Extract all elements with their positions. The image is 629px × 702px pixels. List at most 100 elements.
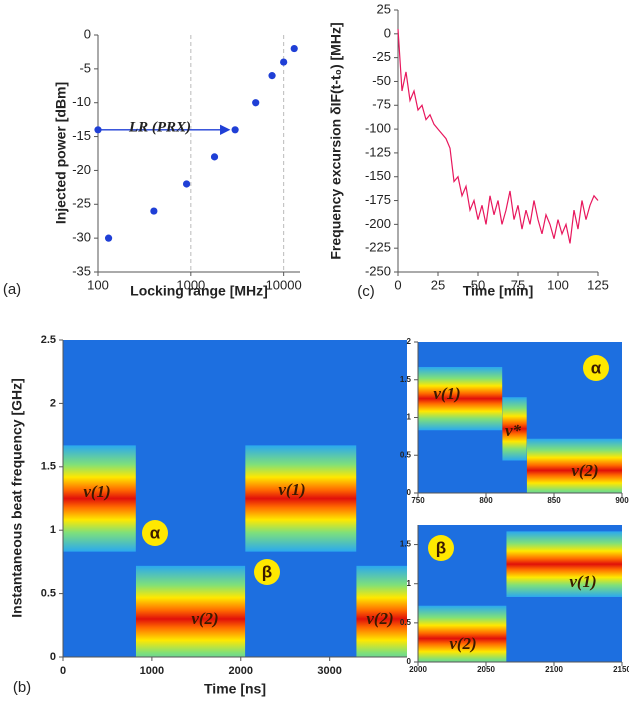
y-tick-label: -25	[72, 196, 91, 211]
spectral-band	[418, 606, 506, 672]
annotation: β	[262, 562, 272, 581]
y-tick-label: -50	[372, 73, 391, 88]
x-tick-label: 3000	[317, 665, 341, 677]
panel: 0 0.5 1 1.5 2 2.5 0 1000 2000 3000 Time [ns] Instan…	[9, 334, 407, 697]
line-series	[397, 29, 599, 244]
x-tick-label: 850	[547, 496, 561, 505]
annotation: ν(2)	[449, 634, 476, 653]
y-tick-label: 1	[407, 579, 412, 588]
y-tick-label: 1.5	[400, 375, 412, 384]
marker-badge	[254, 559, 280, 585]
data-point	[104, 234, 113, 242]
x-tick-label: 0	[60, 665, 66, 677]
annotation: α	[150, 523, 161, 542]
y-tick-label: -35	[72, 263, 91, 278]
spectral-band	[136, 566, 245, 673]
annotation: ν(2)	[366, 609, 393, 628]
y-tick-label: -20	[72, 162, 91, 177]
annotation: ν(2)	[191, 609, 218, 628]
x-tick-label: 10000	[266, 277, 302, 292]
marker-badge	[142, 520, 168, 546]
annotation: LR (PRX)	[128, 119, 191, 135]
spectral-band	[418, 367, 502, 430]
x-tick-label: 2050	[477, 665, 495, 674]
y-axis-label: Instantaneous beat frequency [GHz]	[9, 378, 25, 618]
y-tick-label: -15	[72, 128, 91, 143]
y-tick-label: -100	[365, 121, 391, 136]
x-tick-label: 50	[471, 277, 485, 292]
annotation: ν*	[505, 421, 522, 440]
marker-badge	[428, 535, 454, 561]
data-point	[182, 180, 191, 188]
annotation: β	[436, 538, 446, 557]
y-tick-label: 1.5	[41, 461, 56, 473]
spectral-band	[527, 439, 622, 502]
spectral-band	[356, 566, 407, 673]
data-point	[231, 126, 239, 134]
x-tick-label: 100	[547, 277, 569, 292]
y-tick-label: -75	[372, 97, 391, 112]
x-axis-label: Time [ns]	[204, 681, 266, 697]
y-tick-label: 0	[84, 26, 91, 41]
y-tick-label: -30	[72, 230, 91, 245]
panel: 0 0.5 1 1.5 2000 2050 2100 2150 ν(2) ν(1) β	[400, 525, 629, 674]
annotation: ν(1)	[278, 480, 305, 499]
y-tick-label: 0	[407, 488, 412, 497]
x-tick-label: 2150	[613, 665, 629, 674]
annotation: ν(2)	[571, 461, 598, 480]
y-tick-label: -200	[365, 216, 391, 231]
y-tick-label: -125	[365, 144, 391, 159]
x-tick-label: 125	[587, 277, 609, 292]
y-tick-label: 2.5	[41, 334, 56, 346]
y-tick-label: 1	[50, 524, 56, 536]
annotation: ν(1)	[83, 482, 110, 501]
x-tick-label: 900	[615, 496, 629, 505]
y-tick-label: 1	[407, 413, 412, 422]
y-tick-label: 2	[50, 397, 56, 409]
y-tick-label: 0	[407, 657, 412, 666]
spectral-band	[63, 445, 136, 552]
y-tick-label: 2	[407, 337, 412, 346]
panel: 25 0 -25 -50 -75 -100 -125 -150 -175 -200 -225 -250…	[328, 1, 609, 300]
y-tick-label: 0.5	[400, 450, 412, 459]
panel-label: (a)	[3, 281, 21, 298]
x-tick-label: 2000	[409, 665, 427, 674]
x-axis-label: Time [min]	[463, 283, 534, 299]
y-tick-label: -5	[79, 60, 91, 75]
data-point	[268, 72, 276, 80]
marker-badge	[583, 355, 609, 381]
annotation: ν(1)	[433, 384, 460, 403]
spectral-band	[502, 397, 526, 460]
y-tick-label: -150	[365, 168, 391, 183]
y-tick-label: -175	[365, 192, 391, 207]
x-tick-label: 1000	[140, 665, 164, 677]
x-tick-label: 800	[479, 496, 493, 505]
x-tick-label: 2000	[229, 665, 253, 677]
y-tick-label: 1.5	[400, 540, 412, 549]
y-tick-label: 0	[50, 651, 56, 663]
y-tick-label: 25	[377, 1, 391, 16]
spectral-band	[506, 531, 622, 597]
y-tick-label: 0.5	[400, 618, 412, 627]
spectral-band	[245, 445, 356, 552]
y-tick-label: -225	[365, 240, 391, 255]
x-tick-label: 1000	[176, 277, 205, 292]
y-axis-label: Frequency excursion δIF(t-t₀) [MHz]	[328, 22, 344, 259]
panel: 0 0.5 1 1.5 2 750 800 850 900 ν(1) ν* ν(2) α	[400, 337, 629, 505]
x-tick-label: 2100	[545, 665, 563, 674]
y-tick-label: -25	[372, 49, 391, 64]
x-tick-label: 100	[87, 277, 109, 292]
y-axis-label: Injected power [dBm]	[53, 82, 69, 224]
annotation: ν(1)	[569, 572, 596, 591]
x-tick-label: 0	[394, 277, 401, 292]
x-axis-label: Locking range [MHz]	[130, 283, 268, 299]
y-tick-label: -10	[72, 94, 91, 109]
data-point	[290, 44, 298, 53]
data-point	[94, 126, 102, 134]
data-point	[210, 153, 219, 161]
x-tick-label: 75	[511, 277, 525, 292]
data-point	[252, 99, 260, 107]
y-tick-label: 0.5	[41, 588, 56, 600]
